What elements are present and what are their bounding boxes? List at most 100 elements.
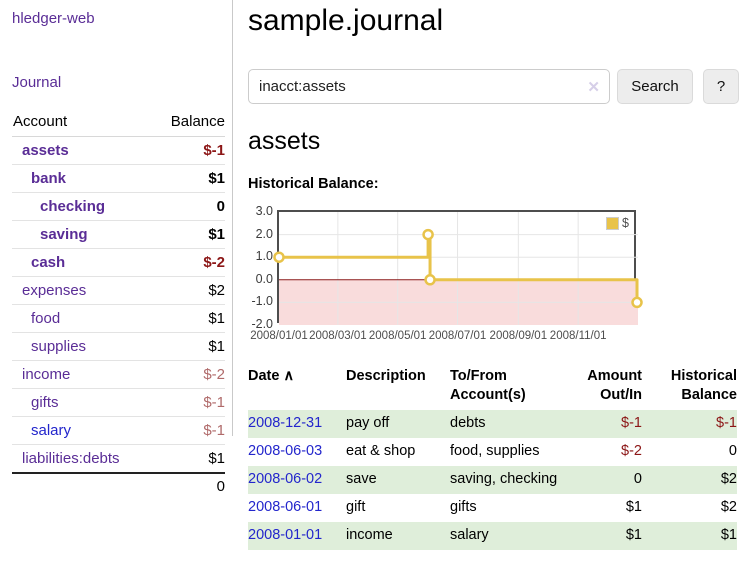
legend-label: $ [622,216,629,230]
sidebar-item-journal[interactable]: Journal [12,74,62,91]
transaction-date-link[interactable]: 2008-12-31 [248,415,323,431]
transaction-amount: $1 [625,527,642,543]
legend-swatch [606,216,620,230]
account-link-saving[interactable]: saving [40,226,88,243]
main-content: sample.journal inacct:assets ✕ Search ? … [248,0,742,550]
search-input-value: inacct:assets [259,78,346,95]
transaction-balance: $2 [720,471,737,487]
account-balance: $1 [152,220,225,249]
chart-legend: $ [606,216,629,230]
x-axis-tick-label: 2008/01/01 [250,330,308,342]
account-balance: $1 [152,164,225,193]
register-header-balance: Historical Balance [670,368,737,403]
account-link-liabilities-debts[interactable]: liabilities:debts [22,450,120,467]
register-row: 2008-01-01 income salary $1 $1 [248,522,737,550]
transaction-description: save [346,471,377,487]
transaction-amount: 0 [633,471,642,487]
sidebar: hledger-web Journal Account Balance asse… [0,0,233,500]
sort-ascending-icon: ∧ [283,368,295,384]
account-row: expenses $2 [12,276,225,305]
transaction-amount: $-1 [621,415,642,431]
help-button[interactable]: ? [703,69,739,104]
register-row: 2008-06-02 save saving, checking 0 $2 [248,466,737,494]
transaction-description: eat & shop [346,443,416,459]
transaction-date-link[interactable]: 2008-01-01 [248,527,323,543]
chart-canvas [273,212,643,325]
account-row: food $1 [12,304,225,333]
account-row: bank $1 [12,164,225,193]
account-balance: $1 [152,444,225,474]
account-link-checking[interactable]: checking [40,198,106,215]
transaction-description: income [346,527,393,543]
account-row: cash $-2 [12,248,225,277]
account-balance: $1 [152,304,225,333]
transaction-accounts: gifts [450,499,477,515]
account-row: salary $-1 [12,416,225,445]
account-balance: 0 [152,192,225,221]
transaction-accounts: salary [450,527,489,543]
account-row: income $-2 [12,360,225,389]
page-title: sample.journal [248,4,444,37]
transaction-description: gift [346,499,366,515]
transaction-description: pay off [346,415,390,431]
account-row: checking 0 [12,192,225,221]
chart-plot-area[interactable]: $ [273,210,643,325]
account-link-food[interactable]: food [31,310,61,327]
account-row: saving $1 [12,220,225,249]
account-balance: $1 [152,332,225,361]
register-row: 2008-12-31 pay off debts $-1 $-1 [248,410,737,438]
x-axis-tick-label: 2008/07/01 [428,330,487,342]
y-axis-tick-label: 2.0 [255,226,273,241]
register-header-accounts: To/From Account(s) [450,368,526,403]
transaction-amount: $1 [625,499,642,515]
register-row: 2008-06-03 eat & shop food, supplies $-2… [248,438,737,466]
transaction-accounts: debts [450,415,486,431]
y-axis-tick-label: -1.0 [251,294,273,309]
transaction-amount: $-2 [621,443,642,459]
transaction-balance: $-1 [716,415,737,431]
y-axis-tick-label: 0.0 [255,271,273,286]
accounts-total-row: 0 [12,472,225,500]
account-link-cash[interactable]: cash [31,254,66,271]
search-input[interactable]: inacct:assets ✕ [248,69,610,104]
transaction-date-link[interactable]: 2008-06-01 [248,499,323,515]
y-axis-tick-label: 3.0 [255,204,273,218]
account-link-income[interactable]: income [22,366,71,383]
register-header-amount: Amount Out/In [587,368,642,403]
account-balance: $-1 [152,416,225,445]
register-header-row: Date ∧ Description To/From Account(s) Am… [248,365,737,410]
y-axis-tick-label: -2.0 [251,317,273,331]
account-link-salary[interactable]: salary [31,422,72,439]
clear-search-icon[interactable]: ✕ [587,79,600,96]
account-balance: $-2 [152,360,225,389]
app-title-link[interactable]: hledger-web [12,10,95,27]
transaction-balance: 0 [728,443,737,459]
transaction-balance: $1 [720,527,737,543]
account-link-expenses[interactable]: expenses [22,282,87,299]
transaction-date-link[interactable]: 2008-06-03 [248,443,323,459]
account-row: gifts $-1 [12,388,225,417]
accounts-header-account: Account [12,110,153,137]
account-link-gifts[interactable]: gifts [31,394,59,411]
account-balance: $-2 [152,248,225,277]
account-balance: $-1 [152,388,225,417]
account-heading: assets [248,127,321,155]
accounts-total-value: 0 [152,472,225,500]
register-header-description: Description [346,368,426,384]
search-button[interactable]: Search [617,69,693,104]
accounts-table: Account Balance assets $-1 bank $1 check… [12,110,225,500]
x-axis-tick-label: 2008/05/01 [368,330,427,342]
account-link-bank[interactable]: bank [31,170,67,187]
register-header-date[interactable]: Date ∧ [248,368,295,384]
transaction-accounts: food, supplies [450,443,540,459]
account-row: assets $-1 [12,136,225,165]
account-row: supplies $1 [12,332,225,361]
account-balance: $-1 [152,136,225,165]
account-link-supplies[interactable]: supplies [31,338,87,355]
transaction-date-link[interactable]: 2008-06-02 [248,471,323,487]
transaction-balance: $2 [720,499,737,515]
account-link-assets[interactable]: assets [22,142,69,159]
register-row: 2008-06-01 gift gifts $1 $2 [248,494,737,522]
historical-balance-chart: $ 3.0 2.0 1.0 0.0 -1.0 -2.0 2008/01/01 2008/03/… [248,202,742,348]
account-balance: $2 [152,276,225,305]
